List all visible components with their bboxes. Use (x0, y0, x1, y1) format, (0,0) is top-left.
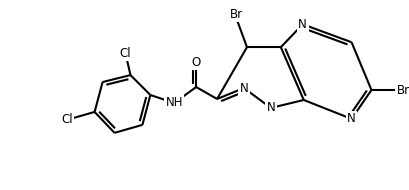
Text: N: N (346, 112, 355, 125)
Text: Cl: Cl (61, 113, 72, 126)
Text: Br: Br (229, 8, 242, 21)
Text: NH: NH (165, 97, 182, 109)
Text: N: N (266, 101, 274, 114)
Text: N: N (298, 18, 306, 31)
Text: Br: Br (396, 84, 409, 97)
Text: O: O (191, 56, 200, 69)
Text: N: N (239, 82, 248, 95)
Text: Cl: Cl (119, 47, 131, 60)
